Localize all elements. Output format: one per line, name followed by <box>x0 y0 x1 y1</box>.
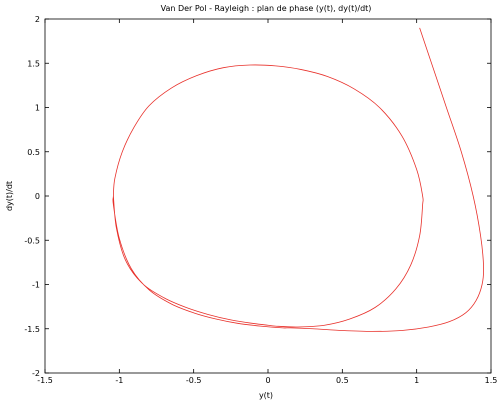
y-axis-label: dy(t)/dt <box>5 181 14 211</box>
y-tick-label: 0 <box>35 192 40 201</box>
plot-area: -1.5 -1 -0.5 0 0.5 1 1.5-2-1.5-1-0.500.511.52 <box>24 15 497 385</box>
x-tick-label: 1 <box>414 376 419 385</box>
phase-trajectory-line <box>112 27 485 332</box>
chart-title: Van Der Pol - Rayleigh : plan de phase (… <box>161 4 372 13</box>
y-tick-label: 1 <box>35 104 40 113</box>
x-tick-label: -1.5 <box>37 376 53 385</box>
plot-frame <box>44 18 492 374</box>
y-tick-label: 0.5 <box>27 148 40 157</box>
x-tick-label: -0.5 <box>186 376 202 385</box>
x-axis-label: y(t) <box>259 391 273 400</box>
y-tick-label: -1 <box>32 281 40 290</box>
y-tick-label: -0.5 <box>24 236 40 245</box>
y-tick-label: 1.5 <box>27 59 40 68</box>
x-tick-label: -1 <box>115 376 123 385</box>
y-tick-label: 2 <box>35 15 40 24</box>
y-tick-label: -1.5 <box>24 325 40 334</box>
y-tick-label: -2 <box>32 369 40 378</box>
x-tick-label: 0 <box>265 376 270 385</box>
x-tick-label: 1.5 <box>485 376 497 385</box>
x-tick-label: 0.5 <box>336 376 349 385</box>
